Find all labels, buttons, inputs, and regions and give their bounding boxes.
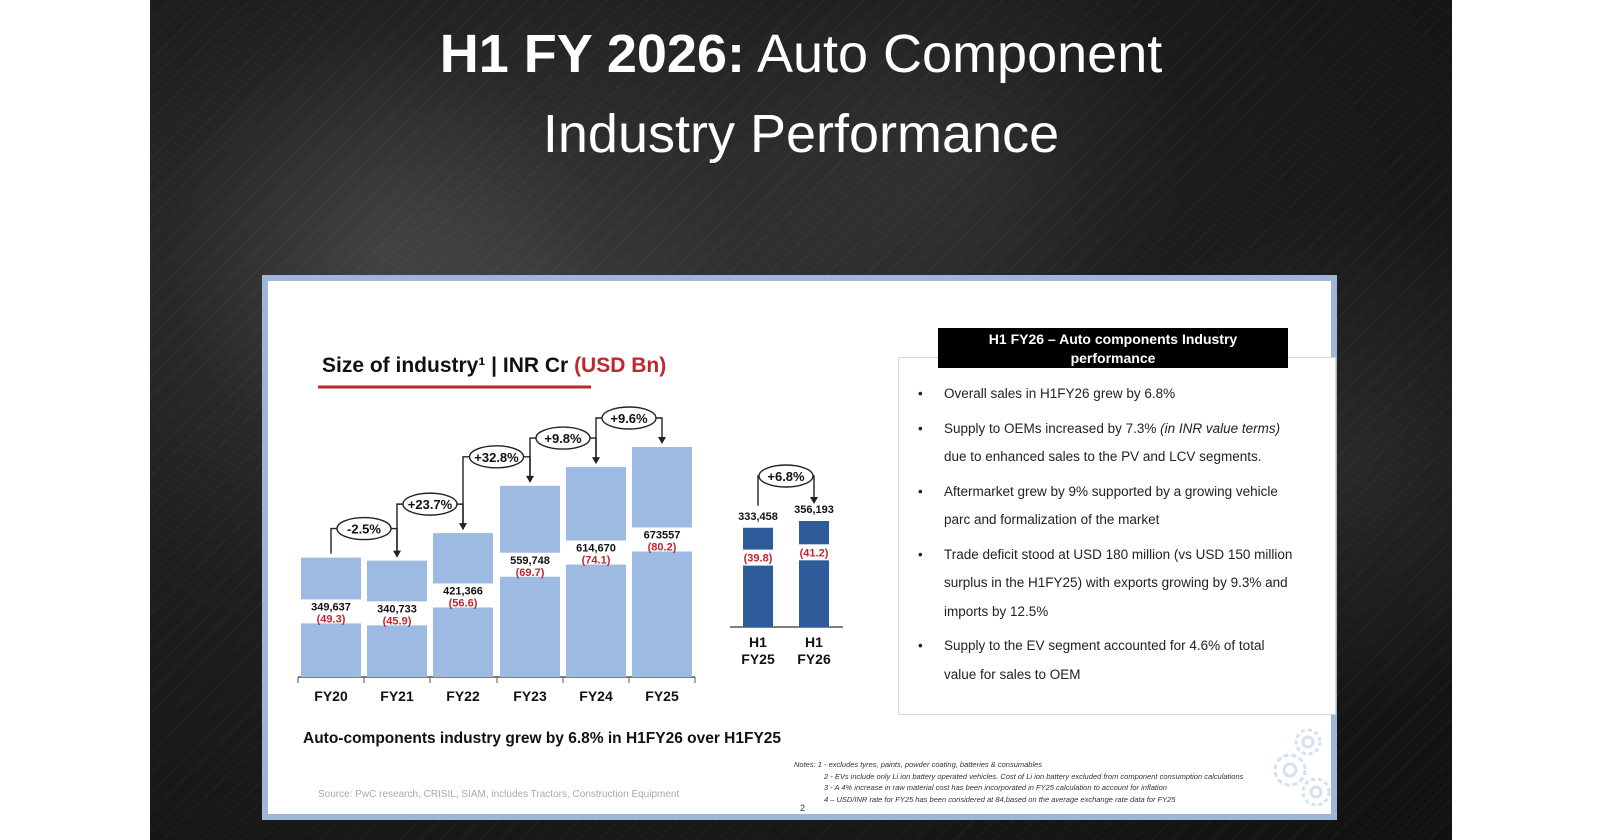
growth-bubble bbox=[758, 464, 814, 488]
bar-value-label: 356,193 bbox=[794, 504, 834, 516]
growth-bubble bbox=[601, 406, 657, 430]
title-rest: Auto Component bbox=[744, 24, 1163, 84]
bar-label-band bbox=[799, 544, 829, 561]
bar-value-label: 614,670 bbox=[576, 543, 616, 555]
growth-arrow-head bbox=[658, 437, 666, 444]
bullet-item: Supply to OEMs increased by 7.3% (in INR… bbox=[918, 415, 1298, 472]
footnotes: Notes: 1 - excludes tyres, paints, powde… bbox=[794, 759, 1243, 805]
growth-bubble bbox=[468, 445, 525, 469]
bar bbox=[566, 467, 626, 677]
bar-label-band bbox=[743, 549, 773, 566]
x-tick-label: FY20 bbox=[314, 688, 348, 704]
page-number: 2 bbox=[800, 803, 806, 813]
growth-arrow-head bbox=[810, 497, 818, 504]
x-tick-label: FY26 bbox=[797, 651, 831, 667]
bar-usd-label: (41.2) bbox=[800, 547, 829, 559]
bullet-item: Trade deficit stood at USD 180 million (… bbox=[918, 541, 1298, 627]
performance-header-line1: H1 FY26 – Auto components Industry bbox=[988, 331, 1238, 347]
title-line2: Industry Performance bbox=[542, 104, 1060, 164]
x-tick-label: FY23 bbox=[513, 688, 547, 704]
chart-title-usd: (USD Bn) bbox=[574, 354, 666, 377]
bar bbox=[799, 521, 829, 627]
performance-header-line2: performance bbox=[1070, 350, 1156, 366]
x-tick-label: FY25 bbox=[741, 651, 775, 667]
bullet-text-after: due to enhanced sales to the PV and LCV … bbox=[944, 449, 1262, 464]
bar bbox=[500, 485, 560, 677]
bar-label-band bbox=[433, 583, 493, 608]
bar-usd-label: (45.9) bbox=[383, 615, 412, 627]
page-title: H1 FY 2026: Auto Component Industry Perf… bbox=[150, 14, 1452, 174]
performance-list: Overall sales in H1FY26 grew by 6.8% Sup… bbox=[918, 380, 1298, 695]
bar-usd-label: (74.1) bbox=[582, 555, 611, 567]
bullet-item: Supply to the EV segment accounted for 4… bbox=[918, 632, 1298, 689]
bar-label-band bbox=[566, 540, 626, 565]
bar-usd-label: (39.8) bbox=[744, 553, 773, 565]
bar-label-band bbox=[500, 552, 560, 577]
x-tick-label: FY21 bbox=[380, 688, 414, 704]
bar-value-label: 340,733 bbox=[377, 603, 417, 615]
bar-usd-label: (80.2) bbox=[648, 542, 677, 554]
growth-label: +9.6% bbox=[610, 411, 648, 426]
x-tick-label: FY25 bbox=[645, 688, 679, 704]
bar-usd-label: (49.3) bbox=[317, 613, 346, 625]
title-bold: H1 FY 2026: bbox=[439, 24, 745, 84]
note-line: 4 – USD/INR rate for FY25 has been consi… bbox=[824, 794, 1176, 804]
bar-label-band bbox=[367, 601, 427, 626]
growth-bubble bbox=[535, 426, 591, 450]
x-tick-label: FY24 bbox=[579, 688, 613, 704]
bar-label-band bbox=[301, 599, 361, 624]
performance-header: H1 FY26 – Auto components Industry perfo… bbox=[938, 328, 1288, 368]
bar-label-band bbox=[632, 527, 692, 552]
growth-bubble bbox=[336, 516, 392, 541]
main-bars: 349,637(49.3) FY20 340,733(45.9) FY21 421,36… bbox=[297, 406, 696, 704]
bullet-text: Overall sales in H1FY26 grew by 6.8% bbox=[944, 386, 1176, 401]
x-tick-label: FY22 bbox=[446, 688, 480, 704]
bar-value-label: 333,458 bbox=[738, 511, 778, 523]
x-tick-label: H1 bbox=[805, 634, 823, 650]
chart-title-main: Size of industry¹ | INR Cr bbox=[322, 354, 574, 377]
bullet-item: Aftermarket grew by 9% supported by a gr… bbox=[918, 478, 1298, 535]
chart-subtitle: Auto-components industry grew by 6.8% in… bbox=[303, 730, 781, 747]
growth-label: +32.8% bbox=[474, 450, 519, 465]
note-line: 3 - A 4% increase in raw material cost h… bbox=[824, 783, 1167, 792]
growth-label: +9.8% bbox=[544, 431, 582, 446]
x-tick-label: H1 bbox=[749, 634, 767, 650]
bar-usd-label: (56.6) bbox=[449, 597, 478, 609]
bullet-text: Supply to OEMs increased by 7.3% bbox=[944, 420, 1161, 436]
growth-label: -2.5% bbox=[347, 522, 381, 537]
bar-value-label: 673557 bbox=[644, 530, 681, 542]
chart-title: Size of industry¹ | INR Cr (USD Bn) bbox=[322, 354, 666, 377]
bullet-text: Supply to the EV segment accounted for 4… bbox=[944, 638, 1265, 682]
bar-value-label: 559,748 bbox=[510, 555, 550, 567]
growth-label: +23.7% bbox=[408, 497, 453, 512]
bar-value-label: 421,366 bbox=[443, 585, 483, 597]
growth-label: +6.8% bbox=[767, 469, 805, 484]
bullet-text: Trade deficit stood at USD 180 million (… bbox=[944, 546, 1293, 619]
bullet-item: Overall sales in H1FY26 grew by 6.8% bbox=[918, 380, 1298, 409]
growth-bubble bbox=[402, 492, 458, 516]
note-line: 2 - EVs include only Li ion battery oper… bbox=[824, 771, 1244, 781]
bar-value-label: 349,637 bbox=[311, 601, 351, 613]
bullet-italic: (in INR value terms) bbox=[1160, 420, 1281, 436]
bar bbox=[632, 447, 692, 677]
note-line: Notes: 1 - excludes tyres, paints, powde… bbox=[794, 760, 1043, 769]
h1-bars: 333,458(39.8)H1FY25356,193(41.2)H1FY26+6… bbox=[730, 464, 843, 667]
source-note: Source: PwC research, CRISIL, SIAM, incl… bbox=[318, 789, 680, 800]
bar-usd-label: (69.7) bbox=[516, 567, 545, 579]
gears-icon bbox=[1273, 728, 1331, 807]
bullet-text: Aftermarket grew by 9% supported by a gr… bbox=[944, 483, 1278, 528]
bar bbox=[743, 527, 773, 627]
